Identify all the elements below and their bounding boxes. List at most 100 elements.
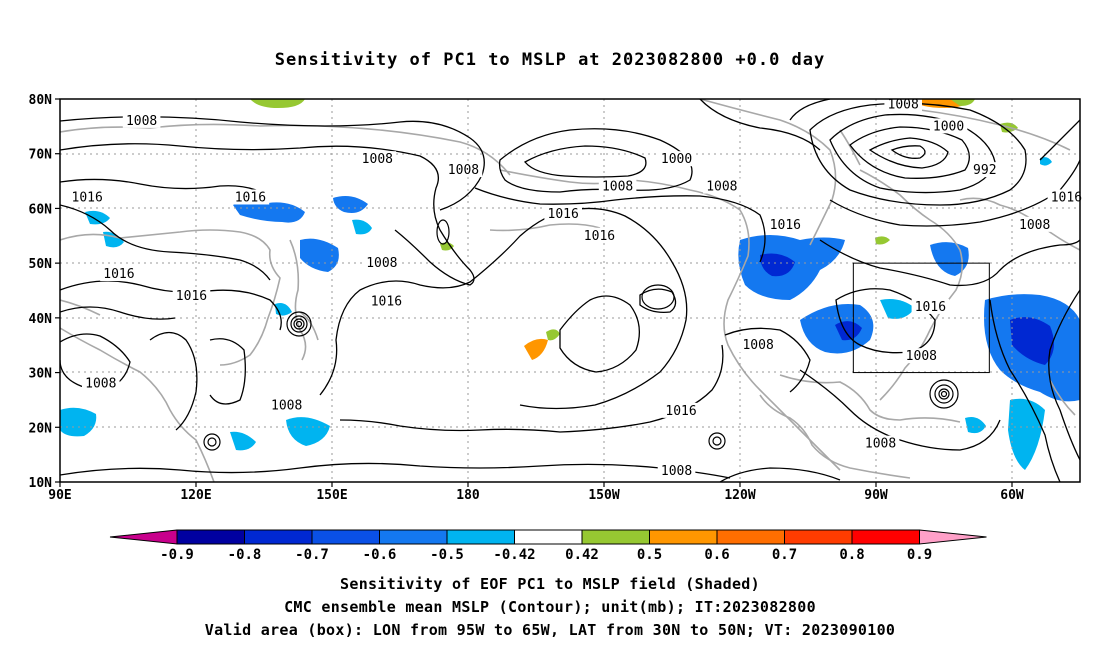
isobar-label: 1008 xyxy=(602,180,633,195)
shade-region xyxy=(950,99,975,106)
isobar-label-bg xyxy=(100,266,138,282)
shade-region xyxy=(524,338,548,360)
colorbar-segment xyxy=(446,529,515,545)
isobar-label-bg xyxy=(1047,189,1086,205)
isobar-label: 1016 xyxy=(584,229,615,244)
colorbar-segment xyxy=(379,529,448,545)
isobar-label-bg xyxy=(363,255,401,271)
isobar-label: 1016 xyxy=(1051,190,1082,205)
isobar-label-bg xyxy=(82,375,120,391)
isobar-label: 1016 xyxy=(103,267,134,282)
shade-region xyxy=(1040,157,1052,166)
isobar-label: 1016 xyxy=(665,404,696,419)
caption-line-2: CMC ensemble mean MSLP (Contour); unit(m… xyxy=(284,598,816,616)
lon-tick-label: 180 xyxy=(456,488,480,503)
lat-tick-label: 30N xyxy=(29,367,53,382)
mslp-contours xyxy=(60,99,1080,482)
isobar-label-bg xyxy=(172,287,211,303)
isobar-label-bg xyxy=(1015,216,1054,232)
lon-tick-label: 60W xyxy=(1000,488,1024,503)
lon-tick-label: 150E xyxy=(316,488,347,503)
caption-line-3: Valid area (box): LON from 95W to 65W, L… xyxy=(204,621,896,639)
colorbar-label: 0.6 xyxy=(704,547,729,563)
isobar-label: 1000 xyxy=(661,152,692,167)
isobar-label-bg xyxy=(911,298,950,314)
lon-tick-label: 120E xyxy=(180,488,211,503)
shade-region xyxy=(233,199,305,223)
lon-tick-label: 150W xyxy=(588,488,619,503)
chart-title: Sensitivity of PC1 to MSLP at 2023082800… xyxy=(274,50,826,70)
isobar-label-bg xyxy=(861,435,900,451)
colorbar-segment xyxy=(649,529,718,545)
isobar-label-bg xyxy=(739,337,777,353)
isobar-label: 1016 xyxy=(72,190,103,205)
lon-tick-label: 90W xyxy=(864,488,888,503)
isobar-label-bg xyxy=(657,463,696,479)
colorbar-lower-arrow xyxy=(109,529,178,545)
isobar-label: 1016 xyxy=(176,289,207,304)
lon-tick-label: 90E xyxy=(48,488,71,503)
isobar-label: 1008 xyxy=(362,152,393,167)
isobar-label-bg xyxy=(657,151,696,167)
lat-tick-label: 70N xyxy=(29,148,53,163)
isobar-label: 1016 xyxy=(770,218,801,233)
colorbar-upper-arrow xyxy=(919,529,987,545)
isobar-label-bg xyxy=(122,112,161,128)
isobar-label: 1008 xyxy=(661,464,692,479)
isobar-label-bg xyxy=(598,178,637,194)
isobar-label-bg xyxy=(231,189,270,205)
shade-region xyxy=(60,407,97,437)
colorbar-segment xyxy=(244,529,313,545)
axis-labels: 10N 20N 30N 40N 50N 60N 70N 80N 90E 120E 150E 180 15… xyxy=(29,93,1024,503)
shade-region xyxy=(1008,398,1045,470)
valid-area-box xyxy=(852,262,990,374)
colorbar-label: 0.42 xyxy=(565,547,599,563)
colorbar-label: -0.9 xyxy=(160,547,194,563)
isobar-label-bg xyxy=(367,293,406,309)
shade-region xyxy=(333,196,368,213)
colorbar-label: 0.9 xyxy=(907,547,932,563)
shade-region xyxy=(835,321,862,341)
shade-region xyxy=(230,431,256,451)
shade-region xyxy=(546,329,560,341)
lon-tick-label: 120W xyxy=(724,488,755,503)
shade-region xyxy=(352,219,372,235)
isobar-label: 1008 xyxy=(126,114,157,129)
colorbar-label: 0.7 xyxy=(772,547,797,563)
colorbar: -0.9 -0.8 -0.7 -0.6 -0.5 -0.42 0.42 0.5 0.6 0.7 0.… xyxy=(109,529,987,563)
isobar-label-bg xyxy=(703,178,741,194)
lat-tick-label: 20N xyxy=(29,421,53,436)
isobar-label-bg xyxy=(929,118,968,134)
isobar-label: 1008 xyxy=(85,377,116,392)
isobar-label-bg xyxy=(267,397,306,413)
isobar-label: 1008 xyxy=(865,437,896,452)
lat-tick-label: 60N xyxy=(29,202,53,217)
shade-region xyxy=(930,242,969,276)
colorbar-segment xyxy=(514,529,583,545)
isobar-label: 1016 xyxy=(235,190,266,205)
isobar-label-bg xyxy=(766,216,805,232)
isobar-label-bg xyxy=(662,402,700,418)
colorbar-label: 0.8 xyxy=(839,547,864,563)
isobar-label: 1008 xyxy=(448,163,479,178)
shade-region xyxy=(965,417,986,434)
isobar-label-bg xyxy=(68,189,106,205)
isobar-label-bg xyxy=(884,96,922,112)
colorbar-label: -0.5 xyxy=(430,547,464,563)
colorbar-segment xyxy=(716,529,785,545)
map-frame xyxy=(59,98,1081,483)
colorbar-segment xyxy=(784,529,853,545)
shade-region xyxy=(760,253,795,277)
isobar-label: 1008 xyxy=(742,338,773,353)
grid-lines xyxy=(60,99,1080,482)
shade-region xyxy=(880,299,915,319)
isobar-label: 1008 xyxy=(271,398,302,413)
caption-line-1: Sensitivity of EOF PC1 to MSLP field (Sh… xyxy=(340,575,760,593)
colorbar-label: 0.5 xyxy=(637,547,662,563)
isobar-label: 1016 xyxy=(915,300,946,315)
lat-tick-label: 10N xyxy=(29,476,53,491)
lat-tick-label: 50N xyxy=(29,257,53,272)
isobar-label: 1016 xyxy=(371,294,402,309)
shade-region xyxy=(875,236,890,245)
colorbar-label: -0.42 xyxy=(493,547,535,563)
